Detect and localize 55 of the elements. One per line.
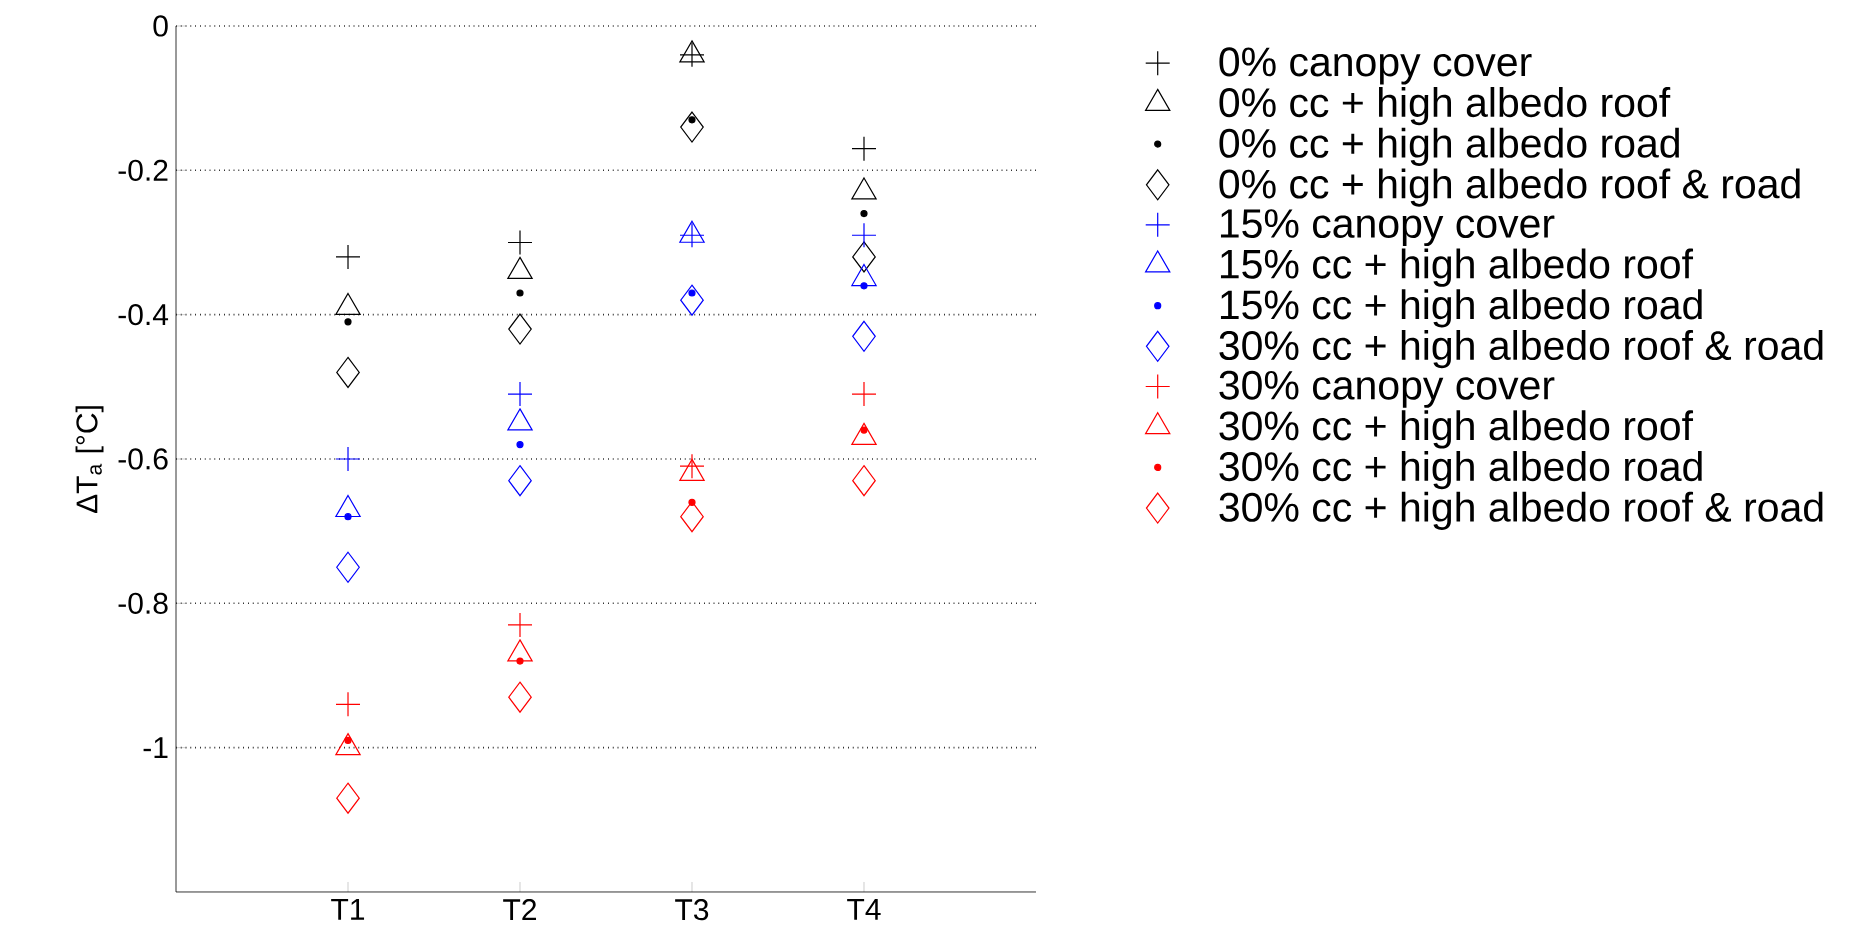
point (508, 313, 532, 345)
point (852, 320, 876, 352)
point (860, 210, 868, 218)
legend-label: 0% cc + high albedo roof (1219, 87, 1671, 126)
point (851, 222, 877, 248)
y-tick-label: -1 (143, 737, 168, 758)
point (336, 782, 360, 814)
x-tick-label: T2 (503, 899, 537, 920)
point (852, 241, 876, 273)
point (335, 446, 361, 472)
point (344, 736, 352, 745)
point (508, 465, 532, 497)
point (335, 691, 361, 717)
point (688, 116, 696, 124)
point (860, 426, 868, 434)
point (335, 244, 361, 270)
point (336, 551, 360, 583)
legend-label: 0% cc + high albedo roof & road (1219, 168, 1800, 207)
y-tick-label: -0.4 (118, 304, 169, 326)
legend-label: 0% canopy cover (1219, 47, 1532, 85)
point (336, 356, 360, 388)
y-tick-label: -0.8 (118, 592, 168, 614)
point (679, 222, 705, 248)
y-axis-title: ΔT$_{a}$ [°C] (75, 406, 104, 513)
point (680, 284, 704, 316)
legend-label: 15% canopy cover (1220, 209, 1555, 247)
point (508, 681, 532, 713)
point (688, 289, 696, 297)
point (860, 282, 868, 290)
point (679, 453, 705, 479)
legend-label: 30% cc + high albedo roof (1219, 410, 1694, 449)
legend-label: 0% cc + high albedo road (1219, 127, 1679, 166)
point (344, 318, 352, 326)
legend-label: 15% cc + high albedo roof (1220, 248, 1694, 287)
point (680, 111, 704, 143)
legend-label: 15% cc + high albedo road (1220, 289, 1702, 328)
y-tick-label: -0.6 (118, 448, 168, 470)
legend-label: 30% canopy cover (1219, 370, 1555, 408)
point (852, 465, 876, 497)
point (516, 289, 524, 297)
legend-label: 30% cc + high albedo roof & road (1219, 330, 1823, 369)
point (516, 440, 524, 449)
x-tick-label: T1 (331, 899, 365, 920)
legend-label: 30% cc + high albedo roof & road (1219, 491, 1823, 530)
y-tick-label: 0 (153, 15, 168, 37)
x-tick-label: T4 (847, 899, 881, 920)
point (851, 136, 877, 162)
point (851, 381, 877, 407)
x-tick-label: T3 (675, 899, 709, 921)
point (344, 513, 352, 521)
point (680, 501, 704, 533)
y-tick-label: -0.2 (118, 159, 168, 181)
point (516, 657, 524, 665)
point (679, 42, 705, 68)
legend-label: 30% cc + high albedo road (1219, 451, 1702, 490)
